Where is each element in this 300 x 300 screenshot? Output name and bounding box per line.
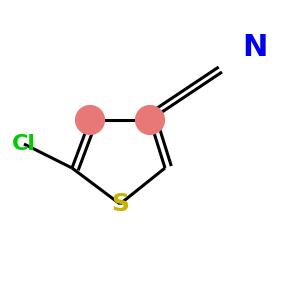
Text: N: N <box>242 34 268 62</box>
Circle shape <box>76 106 104 134</box>
Text: S: S <box>111 192 129 216</box>
Circle shape <box>136 106 164 134</box>
Text: Cl: Cl <box>12 134 36 154</box>
